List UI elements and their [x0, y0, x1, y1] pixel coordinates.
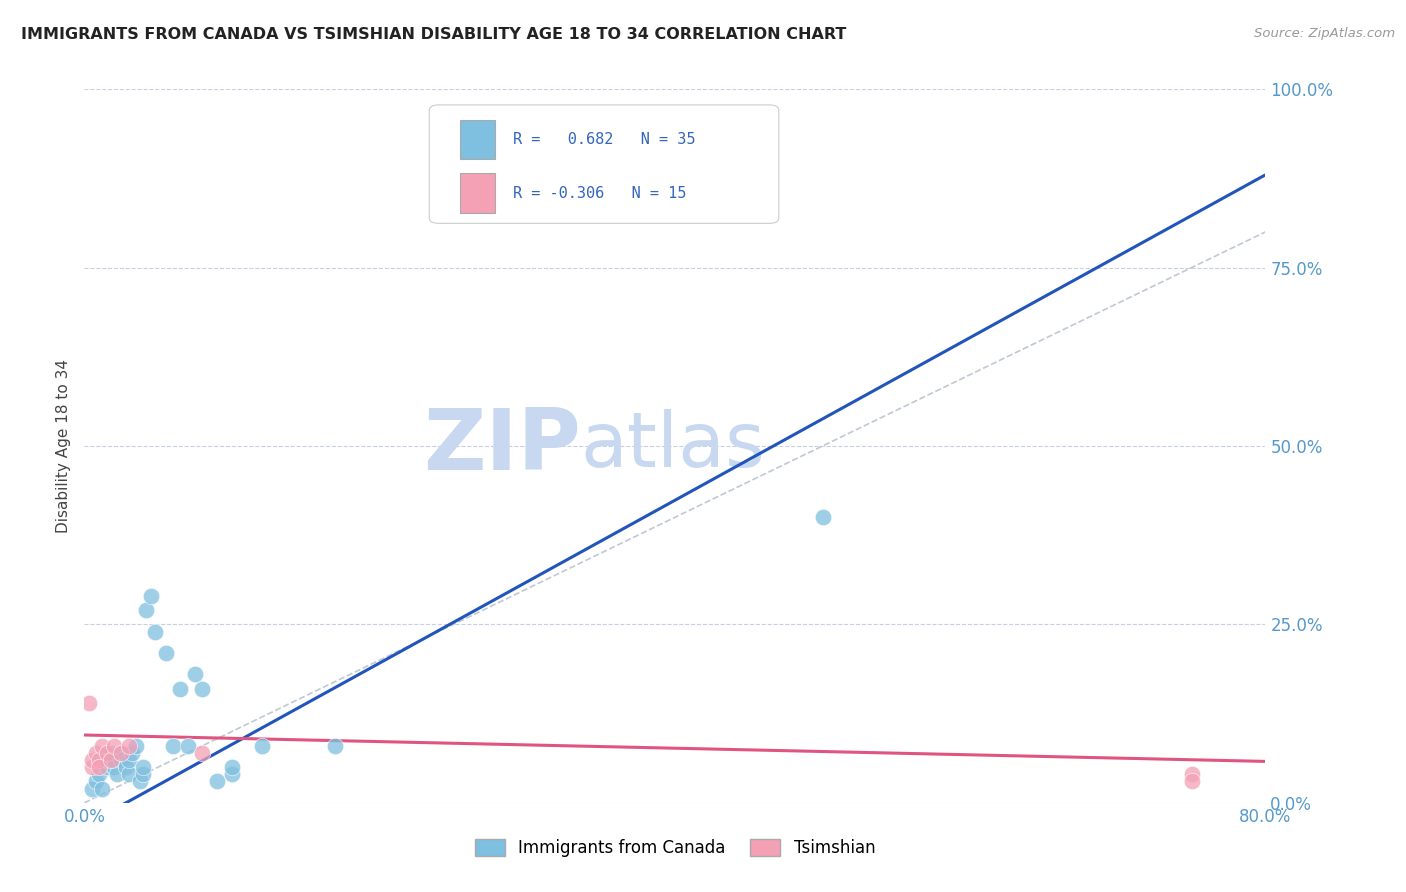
Point	[96, 760, 118, 774]
Point	[811, 510, 834, 524]
Point	[169, 681, 191, 696]
Point	[89, 753, 111, 767]
Point	[191, 746, 214, 760]
Legend: Immigrants from Canada, Tsimshian: Immigrants from Canada, Tsimshian	[467, 831, 883, 866]
Point	[135, 603, 157, 617]
Text: R = -0.306   N = 15: R = -0.306 N = 15	[513, 186, 686, 201]
Text: R =   0.682   N = 35: R = 0.682 N = 35	[513, 132, 696, 147]
FancyBboxPatch shape	[429, 105, 779, 223]
Point	[96, 753, 118, 767]
Point	[177, 739, 200, 753]
Point	[114, 760, 136, 774]
Point	[80, 760, 103, 774]
Point	[118, 767, 141, 781]
Point	[184, 667, 207, 681]
Point	[1181, 774, 1204, 789]
FancyBboxPatch shape	[460, 120, 495, 159]
Point	[250, 739, 273, 753]
Text: ZIP: ZIP	[423, 404, 581, 488]
Point	[121, 746, 143, 760]
Point	[84, 774, 107, 789]
Point	[118, 753, 141, 767]
Point	[100, 753, 122, 767]
Y-axis label: Disability Age 18 to 34: Disability Age 18 to 34	[56, 359, 72, 533]
FancyBboxPatch shape	[460, 173, 495, 212]
Point	[110, 753, 132, 767]
Point	[91, 781, 114, 796]
Point	[103, 753, 125, 767]
Text: atlas: atlas	[581, 409, 765, 483]
Point	[89, 760, 111, 774]
Point	[110, 746, 132, 760]
Point	[129, 774, 152, 789]
Point	[221, 760, 243, 774]
Point	[105, 767, 128, 781]
Point	[84, 746, 107, 760]
Point	[323, 739, 347, 753]
Point	[77, 696, 100, 710]
Point	[103, 760, 125, 774]
Point	[100, 746, 122, 760]
Text: Source: ZipAtlas.com: Source: ZipAtlas.com	[1254, 27, 1395, 40]
Point	[110, 746, 132, 760]
Text: IMMIGRANTS FROM CANADA VS TSIMSHIAN DISABILITY AGE 18 TO 34 CORRELATION CHART: IMMIGRANTS FROM CANADA VS TSIMSHIAN DISA…	[21, 27, 846, 42]
Point	[143, 624, 166, 639]
Point	[139, 589, 162, 603]
Point	[132, 767, 155, 781]
Point	[1181, 767, 1204, 781]
Point	[155, 646, 177, 660]
Point	[80, 781, 103, 796]
Point	[91, 739, 114, 753]
Point	[89, 767, 111, 781]
Point	[162, 739, 184, 753]
Point	[103, 739, 125, 753]
Point	[221, 767, 243, 781]
Point	[191, 681, 214, 696]
Point	[125, 739, 148, 753]
Point	[96, 746, 118, 760]
Point	[80, 753, 103, 767]
Point	[132, 760, 155, 774]
Point	[205, 774, 228, 789]
Point	[118, 739, 141, 753]
